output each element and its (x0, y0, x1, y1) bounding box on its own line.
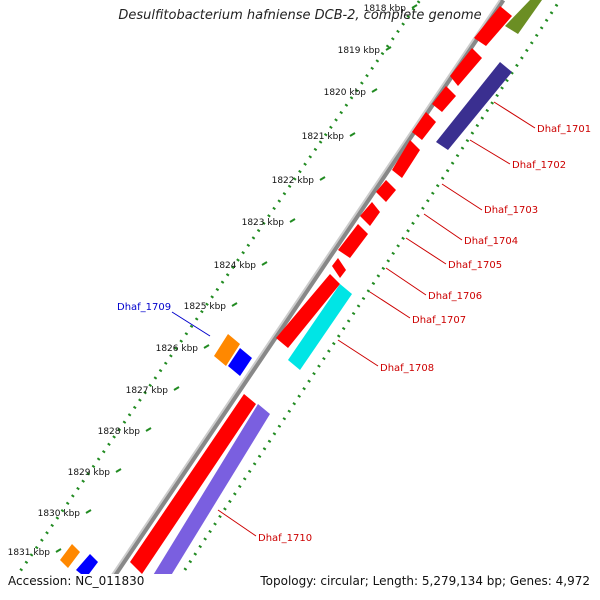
kbp-tick-label: 1819 kbp (338, 46, 381, 56)
gene-label[interactable]: Dhaf_1710 (258, 533, 312, 544)
topology-label: Topology: circular; Length: 5,279,134 bp… (260, 574, 590, 588)
kbp-tick-label: 1831 kbp (8, 548, 51, 558)
gene-arrow[interactable] (432, 86, 456, 112)
gene-arrow[interactable] (130, 394, 256, 574)
gene-labels: Dhaf_1701 Dhaf_1702 Dhaf_1703 Dhaf_1704 … (117, 124, 591, 544)
kbp-tick-label: 1821 kbp (302, 132, 345, 142)
gene-arrow[interactable] (332, 258, 346, 278)
kbp-tick (349, 132, 356, 137)
kbp-tick-label: 1827 kbp (126, 386, 169, 396)
gene-blue-1709[interactable] (228, 348, 252, 376)
reverse-strand-features (144, 0, 542, 600)
kbp-tick-label: 1824 kbp (214, 261, 257, 271)
accession-label: Accession: NC_011830 (8, 574, 145, 588)
gene-orange-1709a[interactable] (214, 334, 240, 366)
kbp-tick-label: 1823 kbp (242, 218, 285, 228)
gene-label[interactable]: Dhaf_1707 (412, 315, 466, 326)
kbp-tick (289, 218, 296, 223)
kbp-tick (385, 46, 392, 51)
kbp-tick (173, 386, 180, 391)
gene-blue-bottom[interactable] (76, 554, 98, 578)
kbp-tick (145, 427, 152, 432)
gene-label[interactable]: Dhaf_1704 (464, 236, 518, 247)
kbp-tick (319, 176, 326, 181)
kbp-tick-label: 1829 kbp (68, 468, 111, 478)
left-strand-features (60, 334, 252, 578)
kbp-tick-label: 1828 kbp (98, 427, 141, 437)
kbp-tick-labels: 1818 kbp 1819 kbp 1820 kbp 1821 kbp 1822 kbp… (8, 4, 407, 558)
forward-strand-features (130, 6, 512, 574)
kbp-tick-label: 1820 kbp (324, 88, 367, 98)
gene-arrow[interactable] (412, 112, 436, 140)
gene-arrow[interactable] (376, 180, 396, 202)
gene-bar-purple[interactable] (144, 404, 270, 600)
kbp-tick (55, 548, 62, 553)
gene-arrow[interactable] (338, 224, 368, 258)
gene-orange-bottom[interactable] (60, 544, 80, 568)
gene-bar-cyan[interactable] (288, 284, 352, 370)
kbp-tick-label: 1825 kbp (184, 302, 227, 312)
kbp-tick (231, 302, 238, 307)
kbp-ticks (55, 4, 418, 553)
genome-backbone-highlight (94, 0, 501, 600)
leader-lines (171, 101, 536, 537)
gene-bar-olive[interactable] (505, 0, 542, 34)
map-title: Desulfitobacterium hafniense DCB-2, comp… (118, 8, 482, 23)
gene-label[interactable]: Dhaf_1706 (428, 291, 482, 302)
gene-label[interactable]: Dhaf_1702 (512, 160, 566, 171)
kbp-tick-label: 1826 kbp (156, 344, 199, 354)
kbp-tick-label: 1818 kbp (364, 4, 407, 14)
kbp-tick-label: 1830 kbp (38, 509, 81, 519)
kbp-tick (371, 88, 378, 93)
gene-label[interactable]: Dhaf_1705 (448, 260, 502, 271)
gene-label[interactable]: Dhaf_1708 (380, 363, 434, 374)
gene-arrow[interactable] (360, 202, 380, 226)
gene-bar-darkblue[interactable] (436, 62, 512, 150)
kbp-tick (85, 509, 92, 514)
gene-arrow[interactable] (474, 6, 512, 46)
gene-arrow[interactable] (392, 140, 420, 178)
gene-arrow[interactable] (450, 48, 482, 86)
kbp-tick (115, 468, 122, 473)
gene-label[interactable]: Dhaf_1703 (484, 205, 538, 216)
gene-label[interactable]: Dhaf_1701 (537, 124, 591, 135)
kbp-tick (261, 261, 268, 266)
kbp-tick-label: 1822 kbp (272, 176, 315, 186)
kbp-tick (203, 344, 210, 349)
gene-arrow[interactable] (276, 274, 340, 348)
footer: Accession: NC_011830 Topology: circular;… (0, 574, 600, 600)
gene-label[interactable]: Dhaf_1709 (117, 302, 171, 313)
kbp-tick (411, 4, 418, 9)
